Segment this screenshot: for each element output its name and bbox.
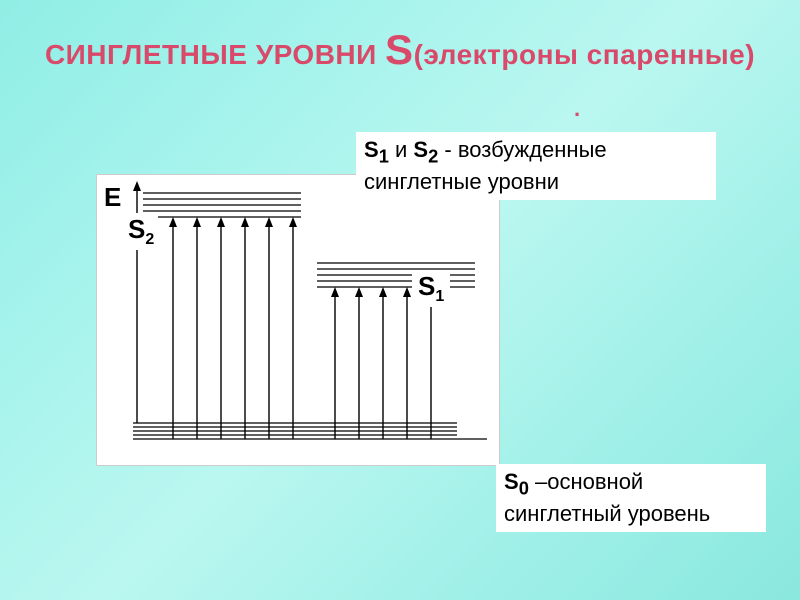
slide-title: СИНГЛЕТНЫЕ УРОВНИ S(электроны спаренные) <box>0 0 800 79</box>
level-label-S1: S1 <box>412 270 450 307</box>
title-period: . <box>574 96 580 122</box>
title-part1: СИНГЛЕТНЫЕ УРОВНИ <box>45 39 377 70</box>
axis-label-E: E <box>98 180 127 215</box>
level-label-S2: S2 <box>124 213 158 250</box>
title-big-s: S <box>385 26 414 73</box>
annotation-ground-level: S0 –основной синглетный уровень <box>496 464 766 532</box>
title-part2: (электроны спаренные) <box>414 39 755 70</box>
annotation-excited-levels: S1 и S2 - возбужденные синглетные уровни <box>356 132 716 200</box>
